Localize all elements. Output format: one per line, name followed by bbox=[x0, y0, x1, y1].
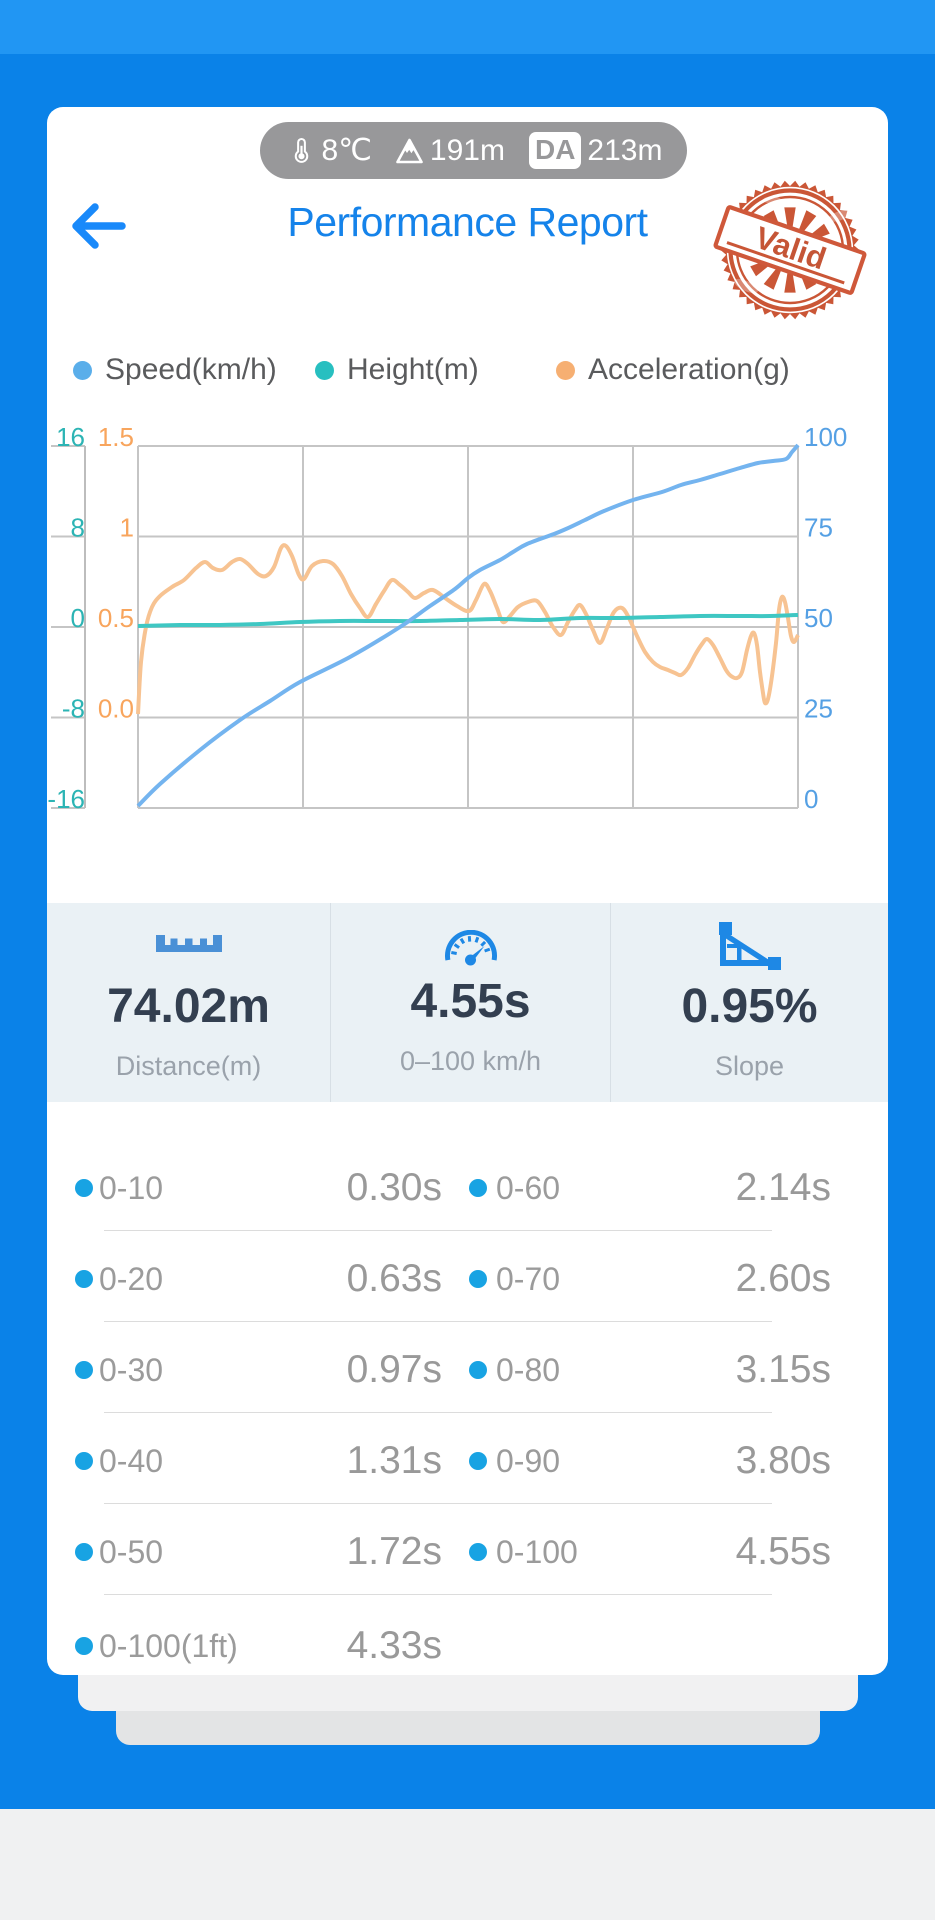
svg-text:-8: -8 bbox=[62, 694, 85, 724]
svg-text:1.5: 1.5 bbox=[98, 422, 134, 452]
svg-text:8: 8 bbox=[71, 513, 85, 543]
svg-text:0.0: 0.0 bbox=[98, 694, 134, 724]
svg-text:0: 0 bbox=[804, 784, 818, 814]
svg-text:75: 75 bbox=[804, 513, 833, 543]
svg-text:0.5: 0.5 bbox=[98, 603, 134, 633]
svg-text:25: 25 bbox=[804, 694, 833, 724]
svg-text:50: 50 bbox=[804, 603, 833, 633]
svg-text:-16: -16 bbox=[47, 784, 85, 814]
svg-text:0: 0 bbox=[71, 603, 85, 633]
svg-text:16: 16 bbox=[56, 422, 85, 452]
svg-text:100: 100 bbox=[804, 422, 847, 452]
svg-text:1: 1 bbox=[120, 513, 134, 543]
